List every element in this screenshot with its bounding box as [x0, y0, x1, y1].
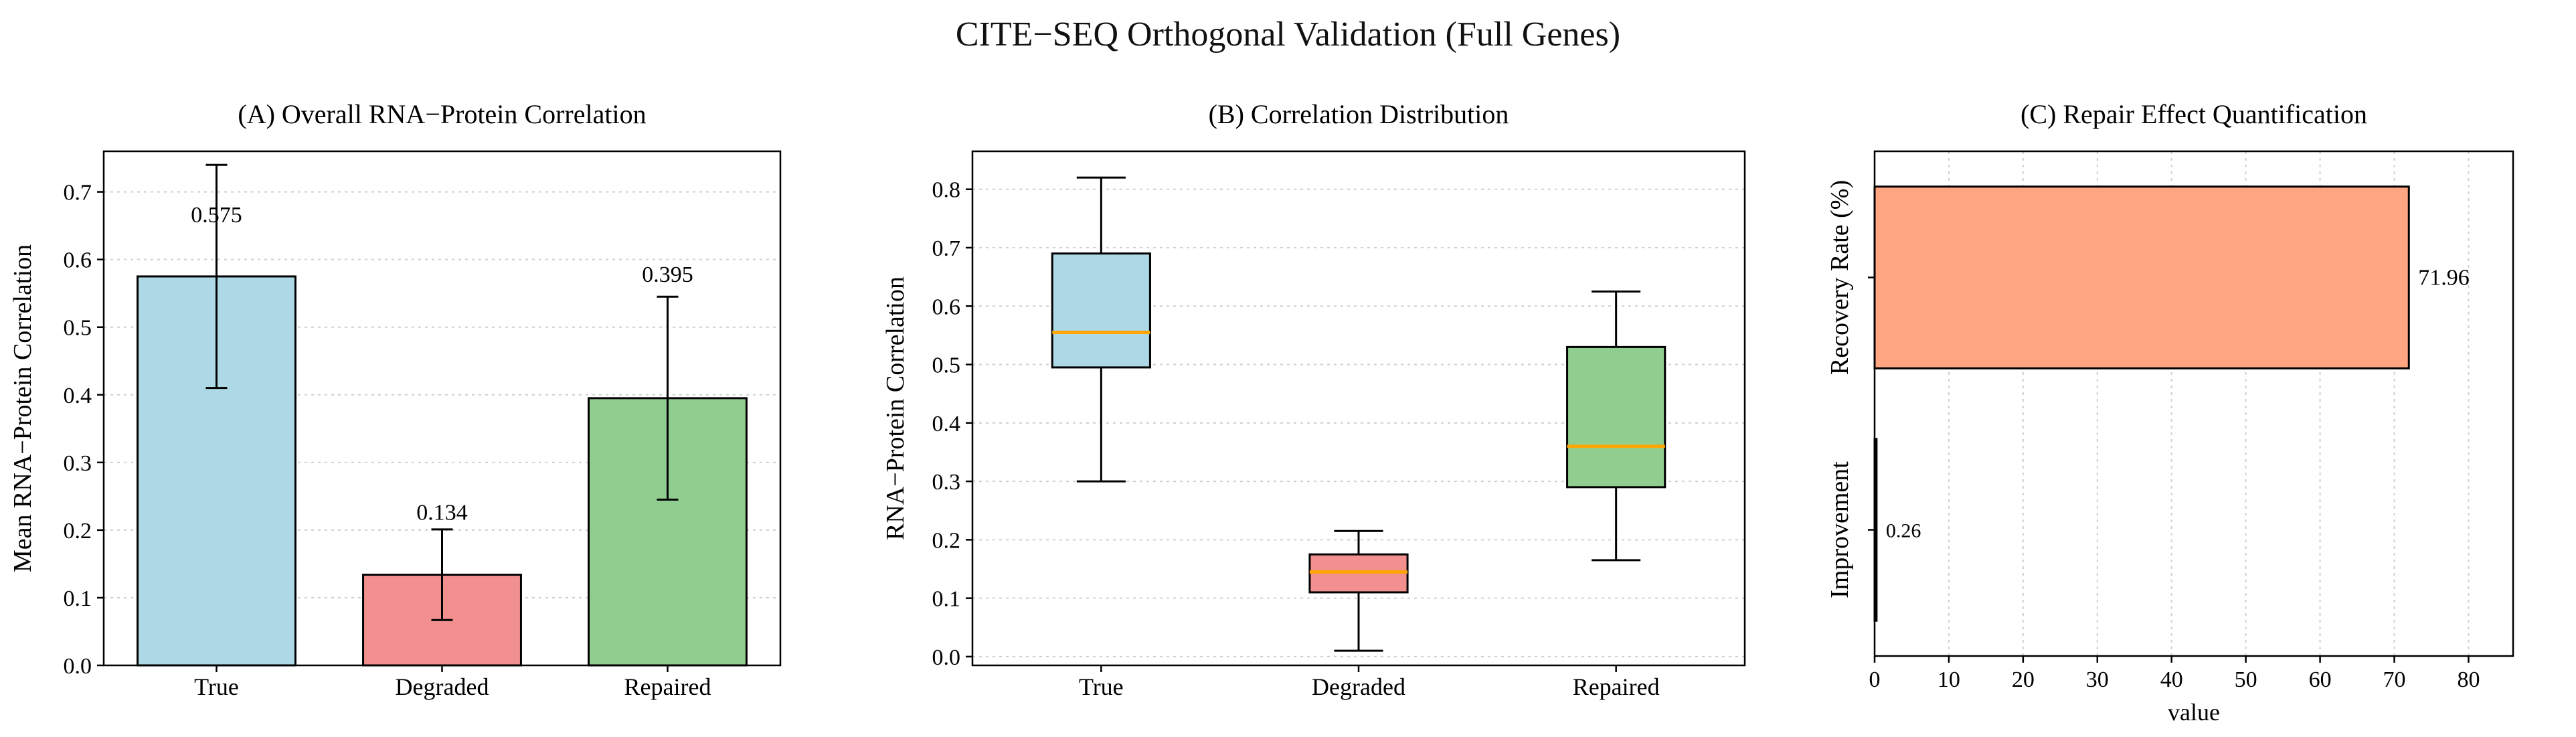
y-tick-label: 0.4 — [932, 412, 961, 436]
y-tick-label: Recovery Rate (%) — [1826, 180, 1854, 375]
bar-value-label: 0.26 — [1886, 520, 1921, 542]
x-tick-label: 30 — [2086, 667, 2109, 692]
axes-frame — [1873, 150, 2514, 657]
axes-frame — [102, 150, 782, 667]
y-axis-label: Mean RNA−Protein Correlation — [9, 244, 37, 572]
x-tick-label: 60 — [2309, 667, 2332, 692]
x-tick-label: 80 — [2457, 667, 2480, 692]
y-tick-label: 0.4 — [64, 384, 92, 408]
figure-title: CITE−SEQ Orthogonal Validation (Full Gen… — [955, 15, 1621, 54]
x-tick-label: 70 — [2383, 667, 2406, 692]
bar-value-label: 0.134 — [416, 501, 468, 525]
x-axis-label: value — [2168, 699, 2220, 726]
panel-title: (B) Correlation Distribution — [1209, 99, 1509, 129]
x-tick-label: Repaired — [1573, 673, 1660, 700]
y-tick-label: Improvement — [1826, 461, 1854, 598]
y-tick-label: 0.0 — [932, 645, 961, 670]
x-tick-label: 20 — [2012, 667, 2035, 692]
bar-value-label: 0.395 — [642, 262, 693, 287]
y-tick-label: 0.3 — [64, 451, 92, 476]
y-tick-label: 0.8 — [932, 178, 961, 203]
panel-c-repair-effect: 71.96 Recovery Rate (%) 0.26 Improvement 0 10… — [1826, 99, 2514, 726]
x-tick-label: 50 — [2235, 667, 2257, 692]
y-tick-label: 0.3 — [932, 470, 961, 495]
y-tick-label: 0.1 — [932, 587, 961, 612]
x-tick-label: 40 — [2160, 667, 2183, 692]
x-tick-label: Repaired — [624, 673, 711, 700]
y-tick-label: 0.7 — [64, 181, 92, 206]
x-tick-label: True — [194, 673, 239, 700]
panel-b-correlation-distribution: True Degraded Repaired 0.0 0.1 0.2 0.3 0.4 0.5 0.… — [881, 99, 1746, 700]
x-tick-label: 10 — [1938, 667, 1960, 692]
panel-title: (A) Overall RNA−Protein Correlation — [238, 99, 646, 129]
panel-a-overall-correlation: 0.575 True 0.134 Degraded 0.395 Repaired 0.0 0.… — [9, 99, 782, 700]
y-tick-label: 0.5 — [64, 316, 92, 341]
bar-value-label: 71.96 — [2418, 266, 2470, 291]
y-axis-label: RNA−Protein Correlation — [881, 276, 910, 540]
x-tick-label: 0 — [1869, 667, 1881, 692]
bar-value-label: 0.575 — [191, 203, 242, 228]
y-tick-label: 0.6 — [932, 295, 961, 319]
box-repaired — [1566, 345, 1666, 489]
box-true — [1051, 252, 1151, 369]
y-tick-label: 0.1 — [64, 586, 92, 611]
x-tick-label: Degraded — [1312, 673, 1405, 700]
axes-frame — [971, 150, 1746, 667]
x-tick-label: Degraded — [396, 673, 489, 700]
panel-title: (C) Repair Effect Quantification — [2021, 99, 2367, 129]
y-tick-label: 0.5 — [932, 353, 961, 378]
y-tick-label: 0.2 — [932, 528, 961, 553]
bar-recovery-rate — [1873, 185, 2410, 370]
x-tick-label: True — [1079, 673, 1124, 700]
y-tick-label: 0.7 — [932, 236, 961, 261]
y-tick-label: 0.2 — [64, 519, 92, 544]
y-tick-label: 0.6 — [64, 248, 92, 273]
y-tick-label: 0.0 — [64, 654, 92, 679]
